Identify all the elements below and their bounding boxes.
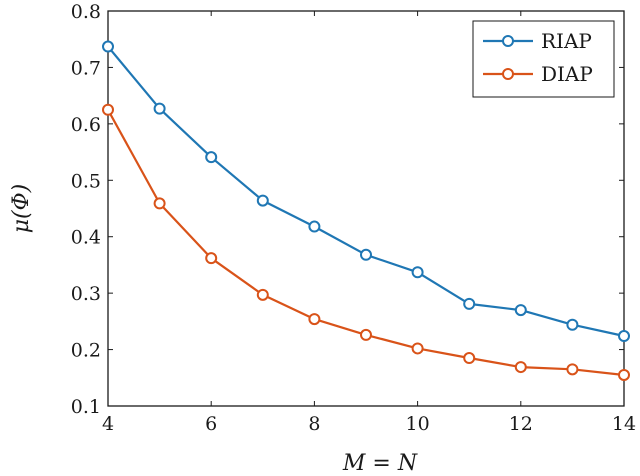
data-point [205,252,218,265]
axes: 4 6 8 10 12 14 0.1 0.2 0.3 0.4 0.5 0.6 0.7 0.8 M = N μ(… [9,1,636,476]
legend-marker [502,68,514,80]
legend-entry-riap: RIAP [483,29,592,53]
data-point [256,288,269,301]
y-tick-label: 0.2 [71,340,101,362]
data-point [205,151,218,164]
data-point [360,328,372,341]
data-point [153,197,166,210]
data-point [102,40,114,53]
y-tick-label: 0.7 [71,57,101,79]
data-point [566,363,579,376]
y-tick-label: 0.4 [71,227,101,249]
data-point [102,103,114,116]
data-point [514,304,527,317]
data-point [153,102,166,115]
y-tick-label: 0.5 [71,170,101,192]
y-axis-label: μ(Φ) [9,184,34,234]
y-tick-label: 0.8 [71,1,101,23]
data-point [308,313,321,326]
x-tick-label: 14 [612,413,636,435]
x-tick-label: 8 [308,413,320,435]
data-point [360,248,372,261]
data-point [256,194,269,207]
data-point [618,330,630,343]
x-axis-label: M = N [342,451,418,476]
x-tick-label: 10 [406,413,430,435]
series-diap [102,103,630,381]
series-riap [102,40,630,343]
series-group [102,40,630,381]
data-point [618,368,630,381]
x-tick-label: 12 [509,413,533,435]
data-point [463,352,476,365]
data-point [463,297,476,310]
data-point [411,342,424,355]
data-point [566,318,579,331]
legend-label: RIAP [541,29,592,53]
x-tick-label: 6 [205,413,217,435]
y-tick-label: 0.6 [71,114,101,136]
legend-entry-diap: DIAP [483,62,593,86]
legend: RIAP DIAP [472,20,615,98]
plot-area [107,10,625,407]
legend-marker [502,35,514,47]
legend-box [472,20,615,98]
data-point [308,220,321,233]
y-tick-label: 0.3 [71,283,101,305]
data-point [411,266,424,279]
y-tick-label: 0.1 [71,396,101,418]
data-point [514,361,527,374]
legend-label: DIAP [541,62,593,86]
plot-frame [107,10,625,407]
x-tick-label: 4 [102,413,114,435]
